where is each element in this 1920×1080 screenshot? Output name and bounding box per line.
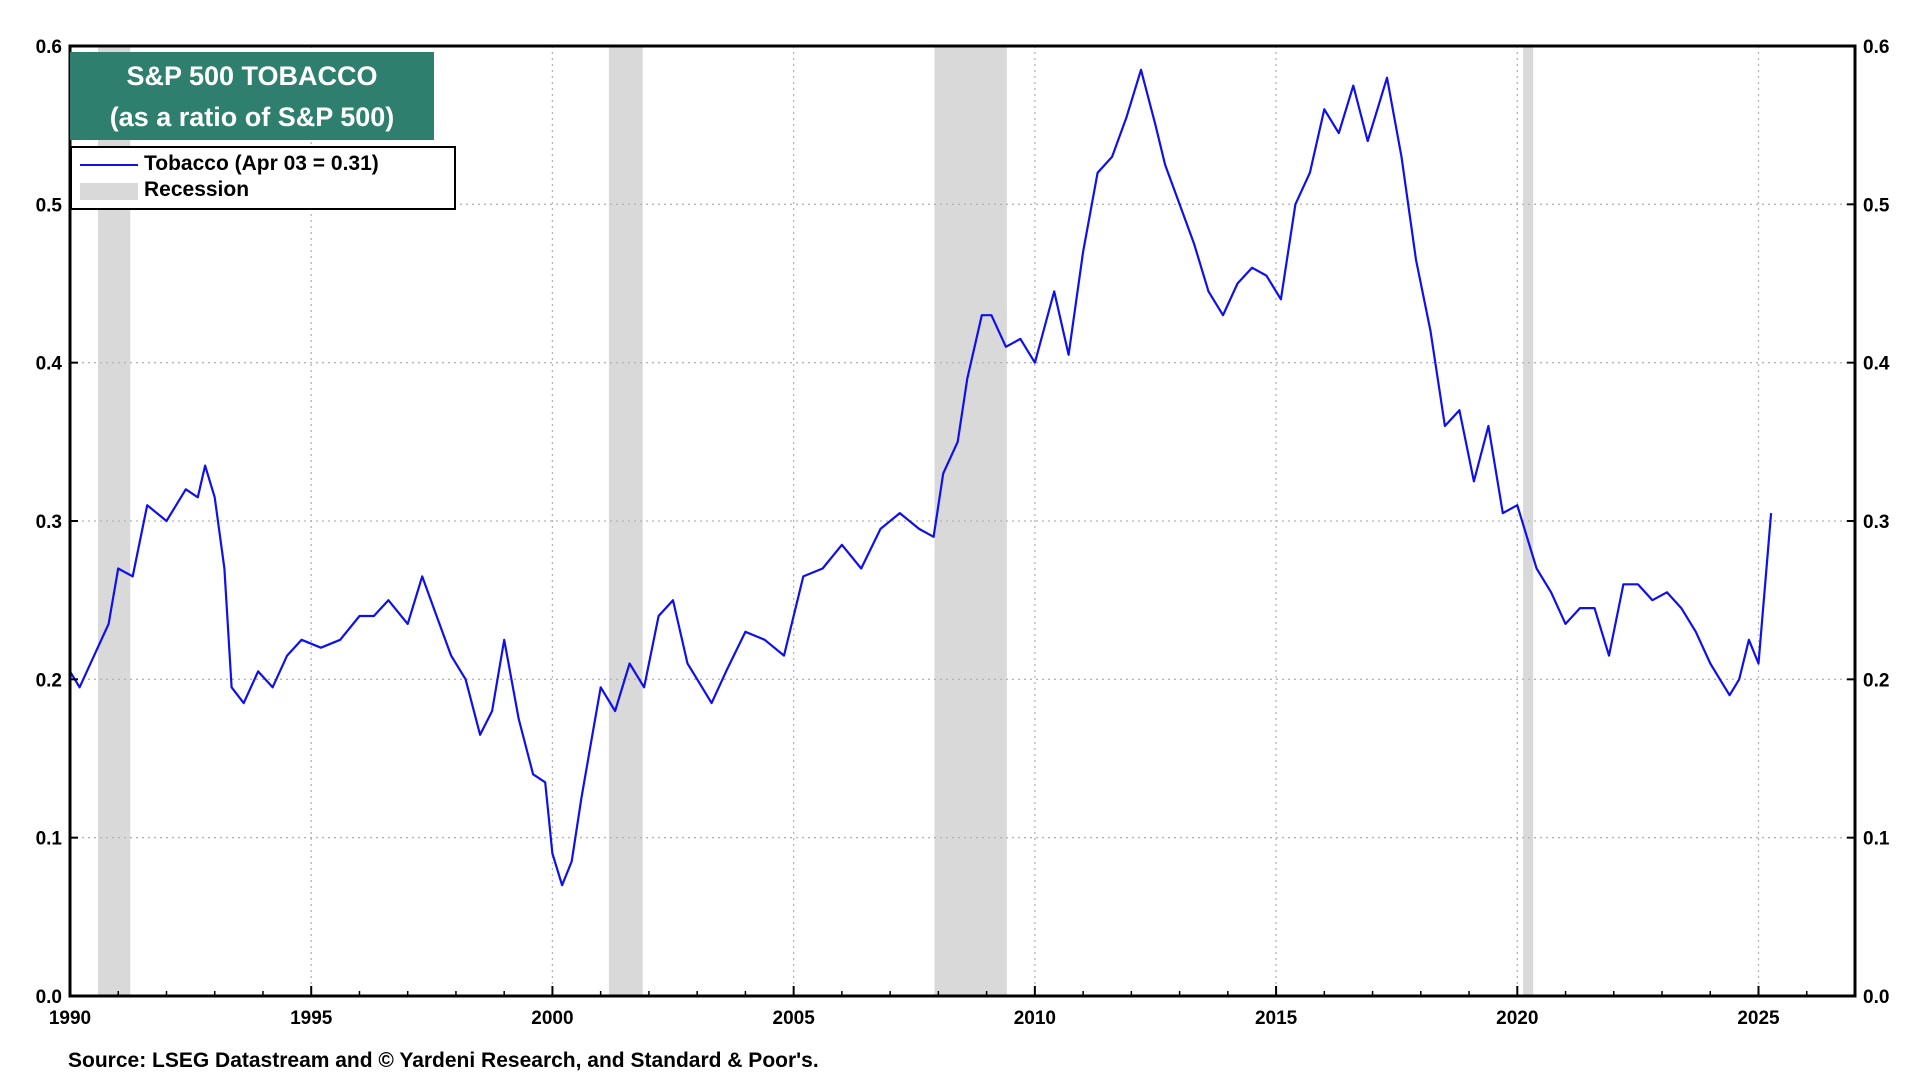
y-tick-label-left-0: 0.0 [36,987,62,1008]
x-tick-label-4: 2010 [1014,1008,1056,1029]
x-tick-label-1: 1995 [290,1008,333,1029]
y-tick-label-right-2: 0.2 [1863,670,1889,691]
chart-title-line-1: S&P 500 TOBACCO [126,61,378,91]
x-tick-label-3: 2005 [773,1008,816,1029]
y-tick-label-left-5: 0.5 [36,195,63,216]
chart-title-line-2: (as a ratio of S&P 500) [109,102,395,132]
recession-band-1 [608,46,643,996]
x-tick-label-6: 2020 [1496,1008,1538,1029]
grid [70,46,1855,996]
legend-swatch-series [80,164,138,166]
legend-swatch-recession [80,183,138,200]
y-tick-label-right-6: 0.6 [1863,37,1889,58]
source-note: Source: LSEG Datastream and © Yardeni Re… [68,1049,819,1072]
legend-label-series: Tobacco (Apr 03 = 0.31) [144,152,379,175]
x-tick-label-0: 1990 [49,1008,91,1029]
series-layer [69,68,1773,887]
y-tick-label-right-3: 0.3 [1863,512,1889,533]
ticks: 0.0 0.0 0.1 0.1 0.2 0.2 0.3 0.3 0.4 0.4 0.5 0.5 0.6 0… [36,37,1890,1029]
y-tick-label-right-4: 0.4 [1863,354,1890,375]
chart-title-box: S&P 500 TOBACCO (as a ratio of S&P 500) [70,52,434,140]
x-tick-label-2: 2000 [531,1008,573,1029]
legend: Tobacco (Apr 03 = 0.31) Recession [70,146,456,210]
y-tick-label-right-5: 0.5 [1863,195,1890,216]
y-tick-label-right-0: 0.0 [1863,987,1889,1008]
x-tick-label-5: 2015 [1255,1008,1298,1029]
y-tick-label-left-4: 0.4 [36,354,63,375]
y-tick-label-right-1: 0.1 [1863,829,1890,850]
y-tick-label-left-2: 0.2 [36,670,62,691]
y-tick-label-left-1: 0.1 [36,829,63,850]
y-tick-label-left-6: 0.6 [36,37,62,58]
legend-label-recession: Recession [144,178,250,201]
y-tick-label-left-3: 0.3 [36,512,62,533]
series-line-tobacco [69,68,1773,887]
x-tick-label-7: 2025 [1737,1008,1780,1029]
